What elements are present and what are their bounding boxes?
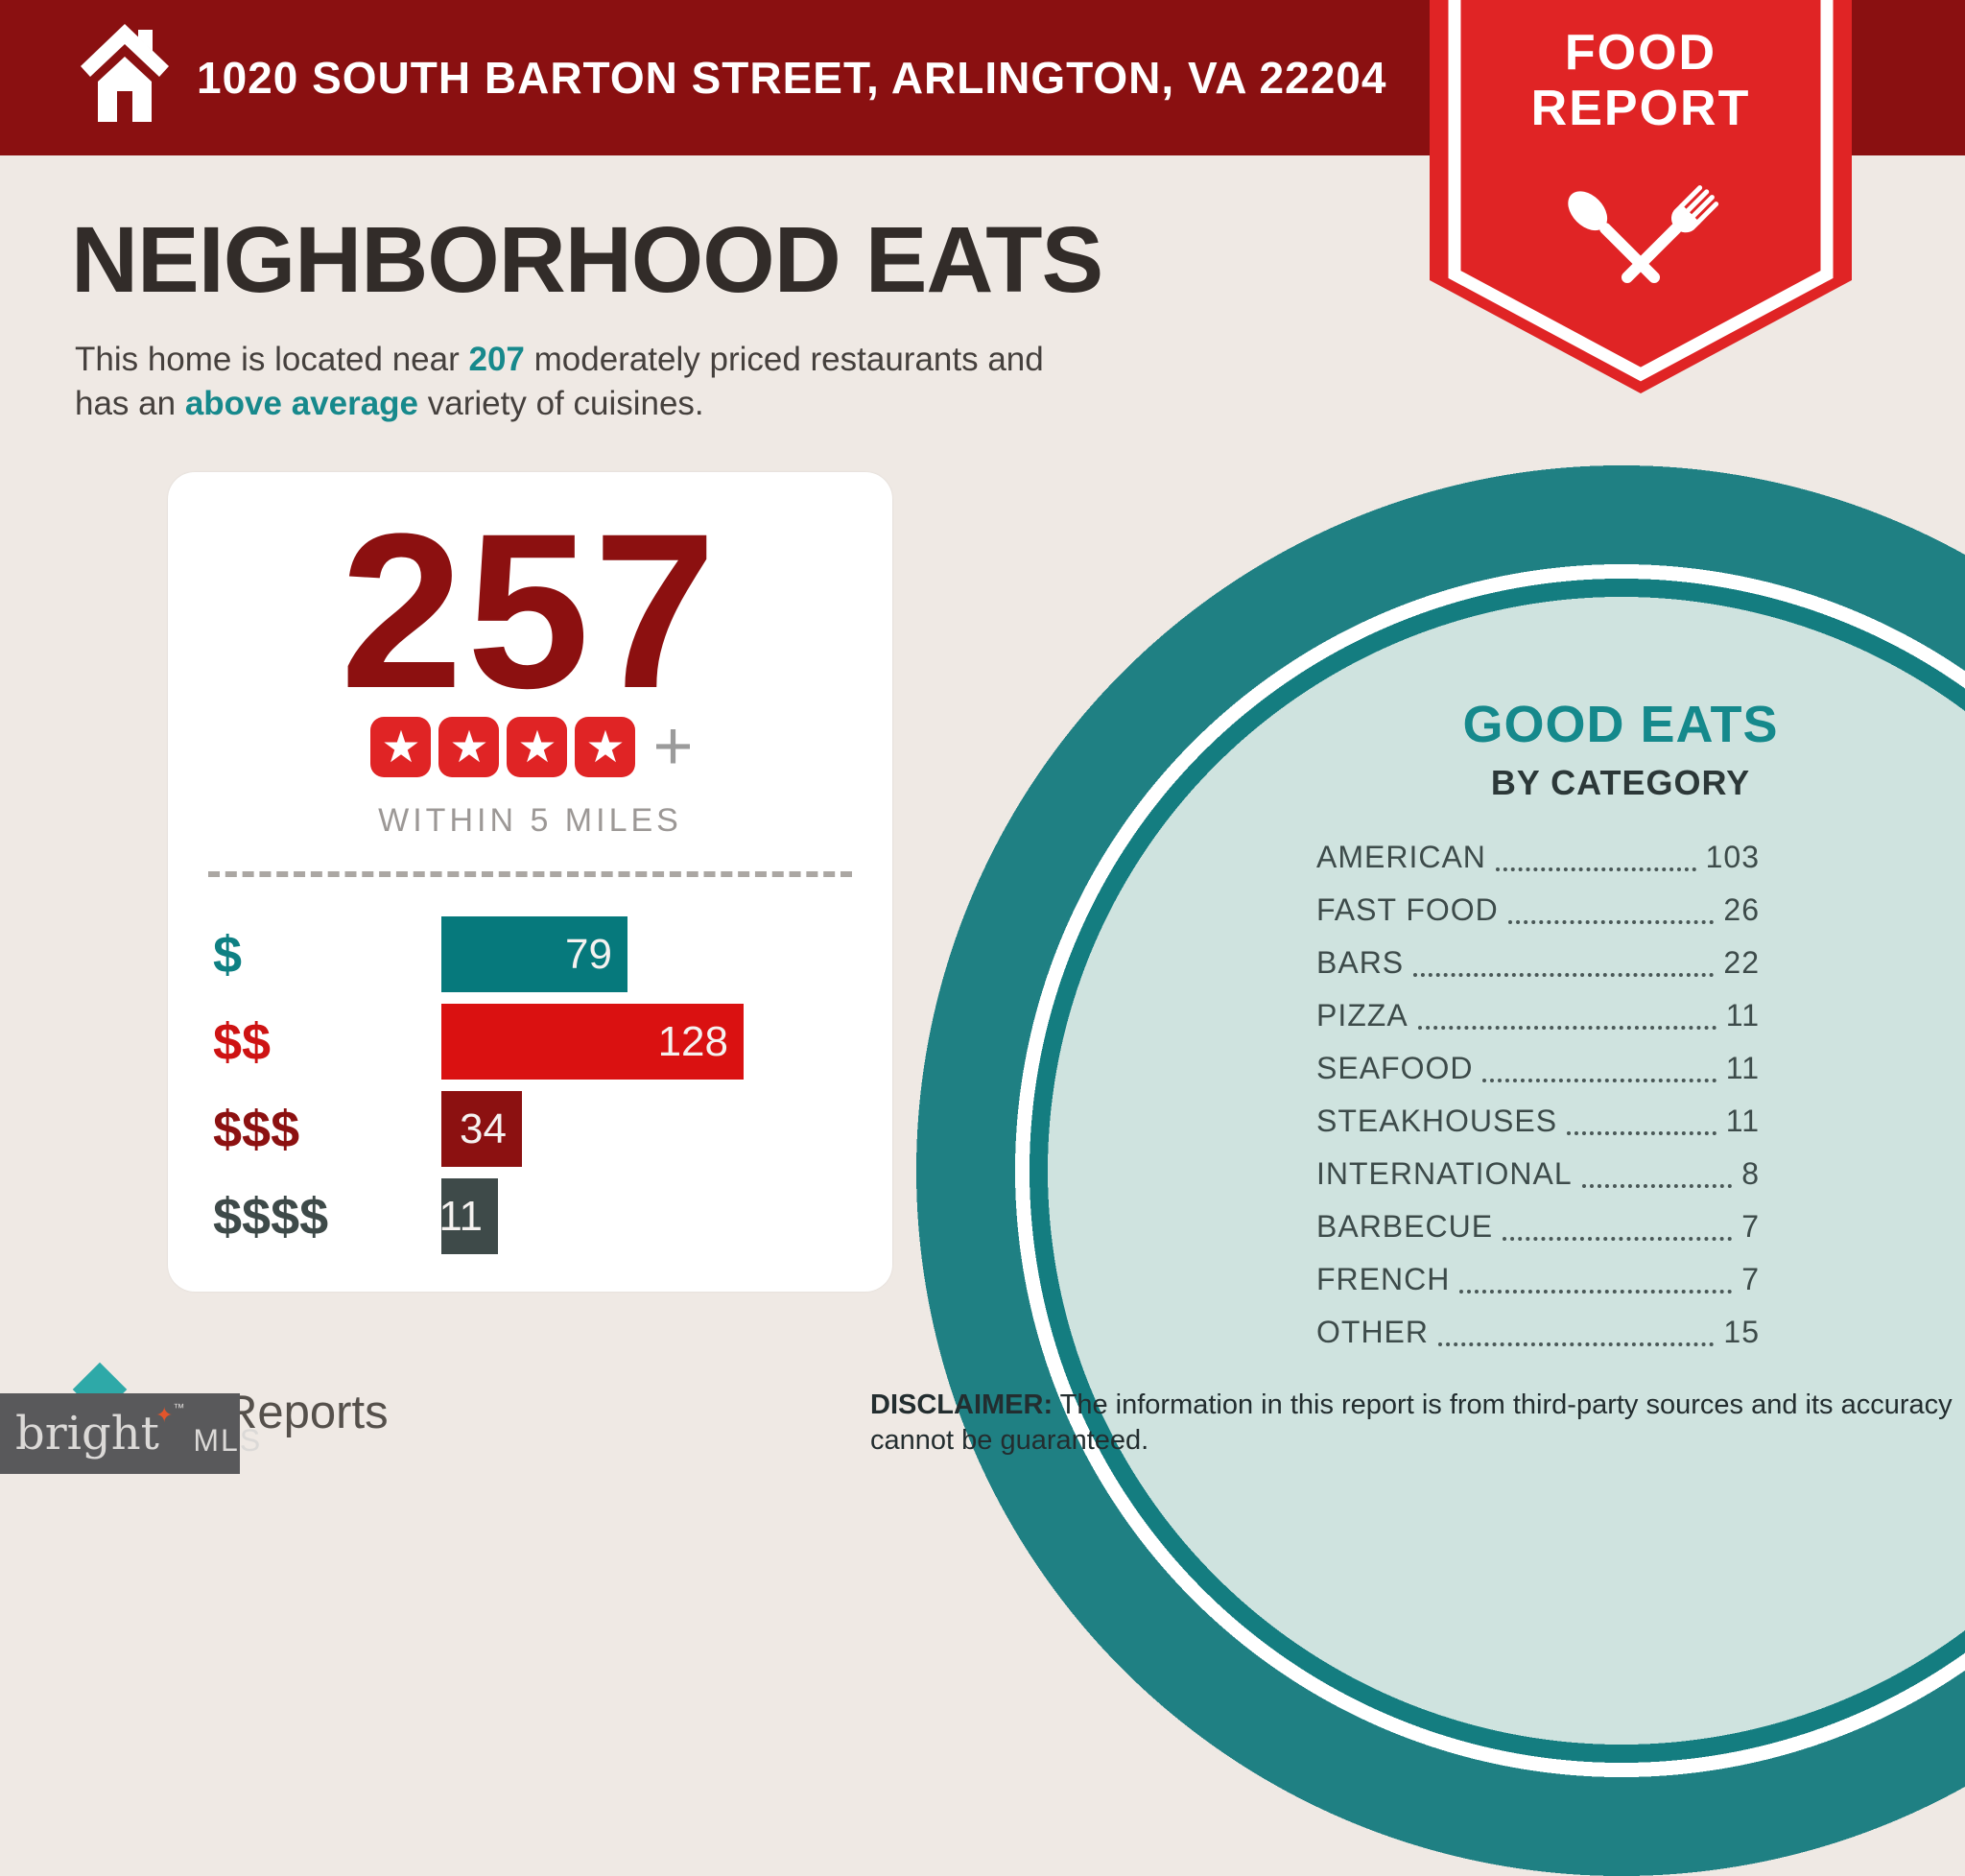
- category-value: 7: [1741, 1209, 1760, 1244]
- food-report-badge: FOOD REPORT: [1430, 0, 1852, 395]
- property-address: 1020 SOUTH BARTON STREET, ARLINGTON, VA …: [197, 53, 1387, 103]
- good-eats-title: GOOD EATS: [1462, 696, 1779, 753]
- subtitle-line-2: has an above average variety of cuisines…: [75, 382, 1044, 426]
- subtitle-text: has an: [75, 385, 185, 422]
- price-tier-bar: 11: [438, 1178, 498, 1254]
- badge-title: FOOD REPORT: [1430, 25, 1852, 136]
- restaurant-summary-card: 257 ★ ★ ★ ★ + WITHIN 5 MILES $79 $$ 128 $$$ 34 $…: [168, 472, 892, 1292]
- category-label: AMERICAN: [1316, 840, 1486, 874]
- star-icon: ★: [370, 717, 432, 777]
- category-value: 11: [1725, 1051, 1760, 1085]
- restaurant-total-count: 257: [340, 487, 721, 734]
- category-row: STEAKHOUSES 11: [1316, 1095, 1760, 1148]
- badge-line1: FOOD: [1564, 25, 1717, 81]
- price-tier-bar-chart: $79 $$ 128 $$$ 34 $$$$ 11: [168, 916, 892, 1266]
- watermark-suffix: MLS: [193, 1422, 263, 1458]
- category-value: 11: [1725, 1104, 1760, 1138]
- dotted-leader: [1495, 867, 1696, 871]
- dotted-leader: [1567, 1131, 1716, 1135]
- category-row: INTERNATIONAL 8: [1316, 1148, 1760, 1200]
- price-tier-bar: 128: [441, 1004, 744, 1080]
- category-row: BARS 22: [1316, 937, 1760, 989]
- ribbon-shape: [1430, 0, 1852, 393]
- star-glyph: ★: [585, 722, 626, 772]
- category-value: 26: [1723, 892, 1760, 927]
- category-label: INTERNATIONAL: [1316, 1156, 1573, 1191]
- dotted-leader: [1507, 920, 1715, 924]
- radius-label: WITHIN 5 MILES: [378, 802, 682, 839]
- dotted-leader: [1438, 1342, 1715, 1346]
- subtitle-highlight: 207: [468, 341, 525, 378]
- star-glyph: ★: [381, 722, 421, 772]
- category-label: BARS: [1316, 945, 1405, 980]
- category-label: BARBECUE: [1316, 1209, 1494, 1244]
- category-value: 7: [1741, 1262, 1760, 1296]
- page-subtitle: This home is located near 207 moderately…: [75, 338, 1044, 426]
- disclaimer-label: DISCLAIMER:: [870, 1389, 1054, 1420]
- category-label: FRENCH: [1316, 1262, 1451, 1296]
- rating-row: ★ ★ ★ ★ +: [168, 708, 892, 785]
- price-tier-label: $: [213, 925, 243, 984]
- star-glyph: ★: [517, 722, 557, 772]
- category-value: 22: [1723, 945, 1760, 980]
- price-tier-label: $$$$: [213, 1187, 329, 1246]
- dotted-leader: [1459, 1290, 1733, 1294]
- category-row: BARBECUE 7: [1316, 1200, 1760, 1253]
- star-glyph: ★: [449, 722, 489, 772]
- bar-row: $$$ 34: [168, 1091, 892, 1167]
- category-value: 103: [1705, 840, 1760, 874]
- dashed-divider: [208, 871, 852, 877]
- disclaimer-text: The information in this report is from t…: [870, 1389, 1953, 1456]
- spark-icon: ✦: [154, 1403, 174, 1427]
- page-title: NEIGHBORHOOD EATS: [71, 207, 1103, 312]
- category-label: OTHER: [1316, 1315, 1429, 1349]
- badge-line2: REPORT: [1530, 81, 1751, 136]
- category-row: AMERICAN 103: [1316, 831, 1760, 884]
- utensils-icon: [1568, 185, 1719, 284]
- category-label: PIZZA: [1316, 998, 1409, 1033]
- watermark-brand: bright: [15, 1407, 159, 1460]
- star-icon: ★: [438, 717, 500, 777]
- category-list: AMERICAN 103 FAST FOOD 26 BARS 22 PIZZA 11 SEAFO…: [1316, 831, 1760, 1359]
- bright-mls-watermark: bright ✦ ™ MLS: [0, 1393, 260, 1474]
- subtitle-text: moderately priced restaurants and: [524, 341, 1044, 378]
- subtitle-line-1: This home is located near 207 moderately…: [75, 338, 1044, 382]
- disclaimer: DISCLAIMER: The information in this repo…: [870, 1388, 1954, 1459]
- dotted-leader: [1581, 1184, 1733, 1188]
- rating-stars: ★ ★ ★ ★: [367, 717, 639, 777]
- reports-logo-text: Reports: [224, 1387, 389, 1438]
- category-row: FAST FOOD 26: [1316, 884, 1760, 937]
- dotted-leader: [1503, 1237, 1733, 1241]
- good-eats-subtitle: BY CATEGORY: [1490, 763, 1751, 802]
- category-value: 8: [1741, 1156, 1760, 1191]
- subtitle-text: This home is located near: [75, 341, 469, 378]
- good-eats-heading: GOOD EATS BY CATEGORY: [1266, 695, 1965, 803]
- home-icon: [81, 24, 169, 122]
- bar-row: $$ 128: [168, 1004, 892, 1080]
- category-row: OTHER 15: [1316, 1306, 1760, 1359]
- category-label: SEAFOOD: [1316, 1051, 1474, 1085]
- plus-icon: +: [652, 708, 694, 785]
- dotted-leader: [1417, 1026, 1716, 1030]
- watermark-tm: ™: [173, 1401, 185, 1414]
- category-label: STEAKHOUSES: [1316, 1104, 1558, 1138]
- price-tier-label: $$$: [213, 1100, 300, 1158]
- category-row: FRENCH 7: [1316, 1253, 1760, 1306]
- category-row: SEAFOOD 11: [1316, 1042, 1760, 1095]
- bar-row: $79: [168, 916, 892, 992]
- star-icon: ★: [507, 717, 568, 777]
- star-icon: ★: [575, 717, 636, 777]
- category-value: 11: [1725, 998, 1760, 1033]
- subtitle-text: variety of cuisines.: [418, 385, 704, 422]
- dotted-leader: [1413, 973, 1715, 977]
- dotted-leader: [1482, 1079, 1716, 1082]
- bar-row: $$$$ 11: [168, 1178, 892, 1254]
- price-tier-label: $$: [213, 1012, 272, 1071]
- category-label: FAST FOOD: [1316, 892, 1499, 927]
- category-value: 15: [1723, 1315, 1760, 1349]
- price-tier-bar: 79: [441, 916, 627, 992]
- price-tier-bar: 34: [441, 1091, 522, 1167]
- subtitle-highlight: above average: [184, 385, 419, 422]
- category-row: PIZZA 11: [1316, 989, 1760, 1042]
